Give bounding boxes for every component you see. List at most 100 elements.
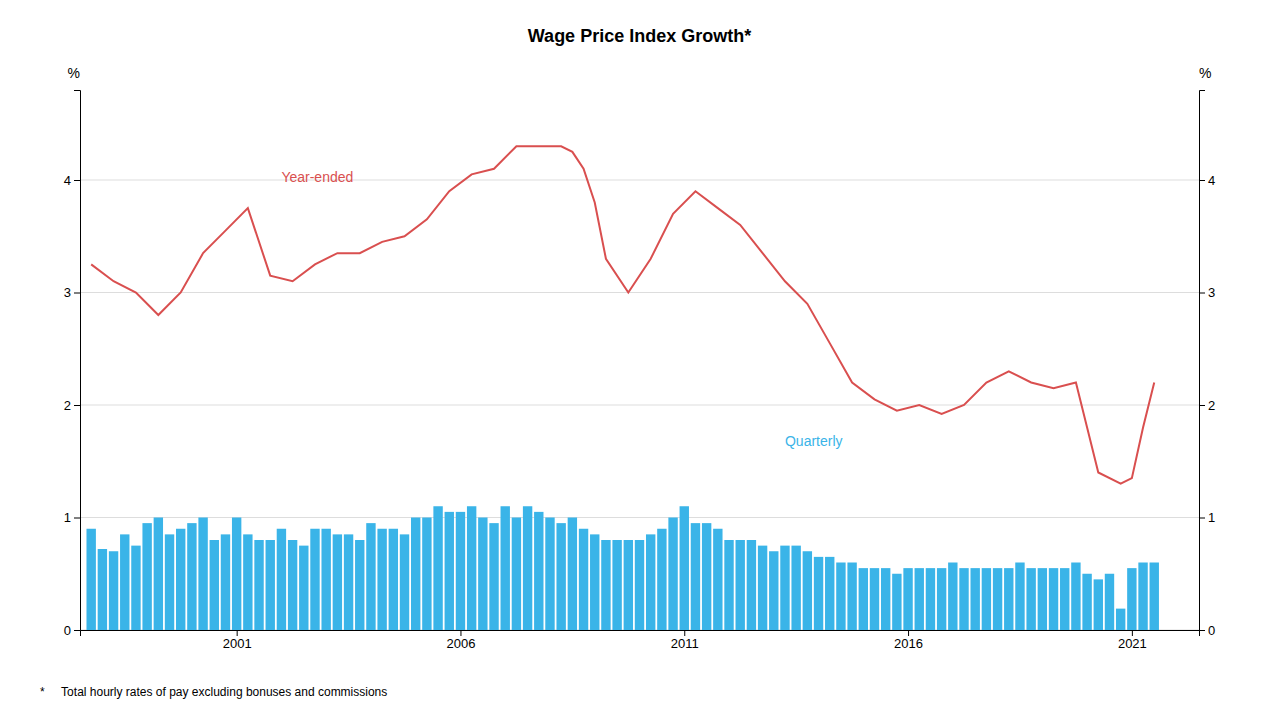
bar xyxy=(210,540,219,630)
bar xyxy=(310,529,319,630)
tick-mark xyxy=(460,630,461,636)
bar xyxy=(769,551,778,630)
tick-label: 3 xyxy=(64,285,71,300)
bar xyxy=(724,540,733,630)
tick-mark xyxy=(74,518,80,519)
tick-label: 0 xyxy=(1208,623,1215,638)
bar xyxy=(881,568,890,630)
bar xyxy=(377,529,386,630)
tick-label: 0 xyxy=(64,623,71,638)
bar xyxy=(1060,568,1069,630)
bar xyxy=(1150,563,1159,631)
bar xyxy=(1038,568,1047,630)
bar xyxy=(489,523,498,630)
footnote: * Total hourly rates of pay excluding bo… xyxy=(40,685,387,699)
bar xyxy=(1116,609,1125,630)
tick-mark xyxy=(684,630,685,636)
y2-axis: 0 1 2 3 4 xyxy=(1199,91,1215,638)
bar xyxy=(612,540,621,630)
bar xyxy=(937,568,946,630)
bar xyxy=(389,529,398,630)
bar xyxy=(266,540,275,630)
bar xyxy=(1015,563,1024,631)
tick-mark xyxy=(1199,630,1205,631)
tick-mark xyxy=(1199,293,1205,294)
bar xyxy=(780,546,789,630)
tick: 3 xyxy=(64,285,80,300)
bar xyxy=(445,512,454,630)
x-axis: 20012006201120162021 xyxy=(81,630,1200,651)
bar xyxy=(1094,579,1103,630)
bar xyxy=(579,529,588,630)
bar xyxy=(903,568,912,630)
tick-mark xyxy=(1199,180,1205,181)
tick-label: 3 xyxy=(1208,285,1215,300)
bar xyxy=(176,529,185,630)
bar xyxy=(86,529,95,630)
grid-line xyxy=(80,517,1199,518)
tick-label: 2011 xyxy=(671,636,699,651)
bar xyxy=(926,568,935,630)
tick: 2 xyxy=(1199,398,1215,413)
tick-label: 1 xyxy=(1208,510,1215,525)
tick: 4 xyxy=(1199,173,1215,188)
bar xyxy=(456,512,465,630)
bar xyxy=(321,529,330,630)
bar xyxy=(120,534,129,630)
y-axis: 01234 xyxy=(64,91,81,638)
bar xyxy=(142,523,151,630)
tick: 4 xyxy=(64,173,80,188)
tick-label: 2001 xyxy=(223,636,252,651)
bar xyxy=(467,506,476,630)
bar xyxy=(243,534,252,630)
bar xyxy=(333,534,342,630)
plot-area: 200120062011201620210123401234%%Quarterl… xyxy=(64,65,1215,651)
axis-line xyxy=(81,631,1200,637)
bar xyxy=(556,523,565,630)
tick-mark xyxy=(1199,518,1205,519)
tick-mark xyxy=(1199,405,1205,406)
tick: 2 xyxy=(64,398,80,413)
series-label: Quarterly xyxy=(785,433,843,449)
bar xyxy=(702,523,711,630)
bar xyxy=(680,506,689,630)
line xyxy=(91,146,1154,484)
bar xyxy=(433,506,442,630)
bar xyxy=(836,563,845,631)
series-label: Year-ended xyxy=(281,169,353,185)
marks xyxy=(86,146,1158,630)
bar xyxy=(870,568,879,630)
tick-label: 2006 xyxy=(446,636,475,651)
bar xyxy=(859,568,868,630)
tick: 2001 xyxy=(223,630,252,651)
bar xyxy=(1105,574,1114,630)
bar xyxy=(344,534,353,630)
bar xyxy=(803,551,812,630)
bar xyxy=(254,540,263,630)
bar xyxy=(568,518,577,631)
tick-mark xyxy=(1132,630,1133,636)
axis-line xyxy=(1200,91,1206,631)
bar xyxy=(948,563,957,631)
bar-series xyxy=(86,506,1158,630)
bar xyxy=(825,557,834,630)
bar xyxy=(847,563,856,631)
bar xyxy=(646,534,655,630)
bar xyxy=(1026,568,1035,630)
tick: 2021 xyxy=(1118,630,1147,651)
y2-axis-label: % xyxy=(1199,65,1211,81)
bar xyxy=(545,518,554,631)
bar xyxy=(512,518,521,631)
bar xyxy=(165,534,174,630)
bar xyxy=(109,551,118,630)
tick-label: 2 xyxy=(1208,398,1215,413)
bar xyxy=(982,568,991,630)
bar xyxy=(221,534,230,630)
bar xyxy=(400,534,409,630)
bar xyxy=(277,529,286,630)
axis-line xyxy=(74,91,81,631)
tick: 2011 xyxy=(671,630,699,651)
tick: 3 xyxy=(1199,285,1215,300)
bar xyxy=(736,540,745,630)
bar xyxy=(299,546,308,630)
